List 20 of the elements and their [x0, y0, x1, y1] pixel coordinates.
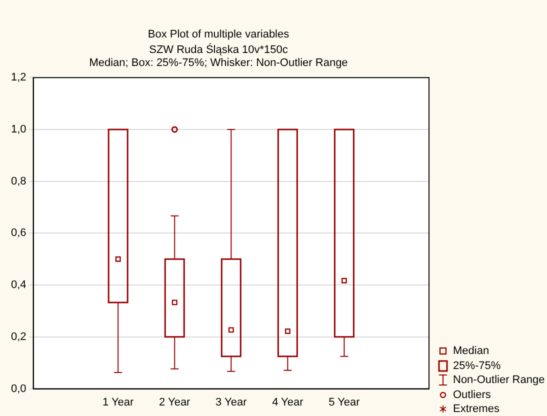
y-tick-label: 1,2 [10, 72, 26, 84]
text: 25%-75% [453, 358, 501, 373]
text: Extremes [453, 402, 500, 416]
y-tick-label: 0,4 [10, 279, 26, 292]
text: Median [453, 344, 490, 358]
x-tick-label: 1 Year [102, 396, 134, 408]
y-tick-label: 0,8 [10, 175, 26, 188]
y-tick-label: 0,2 [10, 330, 26, 343]
x-tick-label: 4 Year [272, 396, 304, 408]
y-tick-label: 0,0 [10, 382, 26, 395]
text: Median; Box: 25%-75%; Whisker: Non-Outlier Range [89, 57, 348, 70]
y-tick-label: 1,0 [10, 124, 26, 136]
text: Non-Outlier Range [453, 373, 545, 388]
chart-title: Box Plot of multiple variables [148, 28, 290, 41]
y-tick-label: 0,6 [10, 227, 26, 240]
x-tick-label: 5 Year [328, 396, 360, 408]
x-tick-label: 2 Year [159, 396, 191, 408]
text: Outliers [453, 388, 491, 402]
x-tick-label: 3 Year [216, 396, 248, 408]
chart-subtitle: SZW Ruda Śląska 10v*150c [149, 42, 288, 56]
